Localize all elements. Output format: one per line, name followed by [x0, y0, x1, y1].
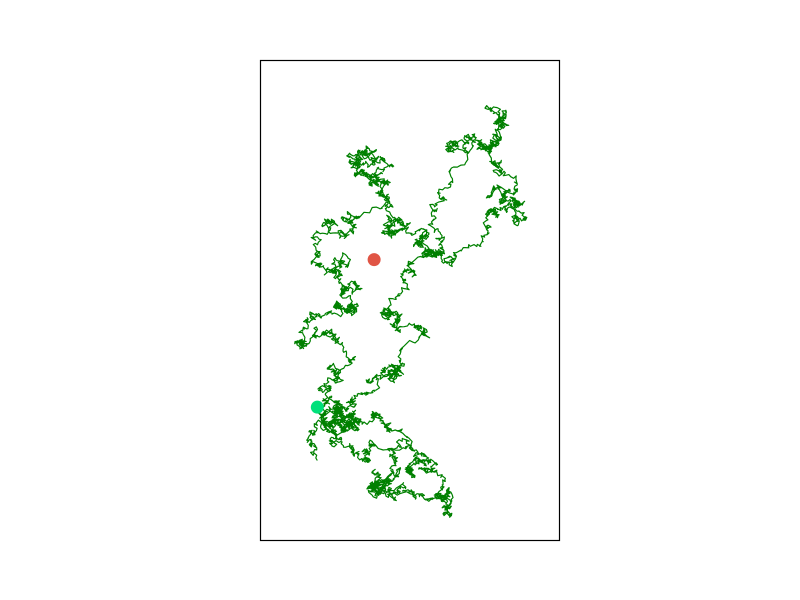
plot-area: [294, 105, 528, 518]
axes-frame: [259, 59, 561, 542]
start-point-marker: [310, 400, 324, 414]
random-walk-line: [294, 105, 528, 518]
end-point-marker: [367, 253, 381, 267]
